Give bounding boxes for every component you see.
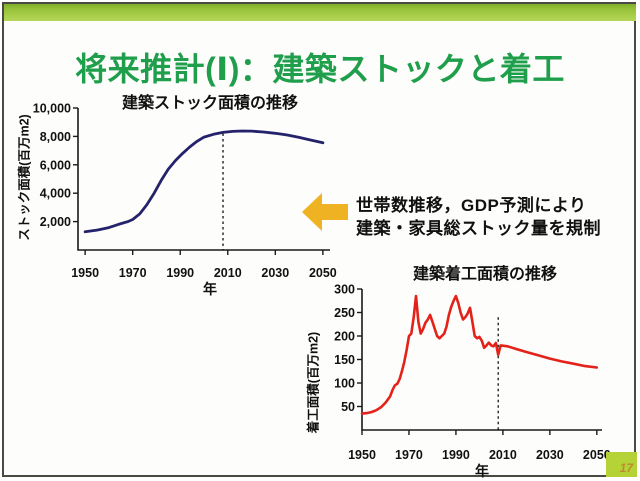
left-arrow-shape <box>302 193 348 231</box>
y-tick-label: 100 <box>334 377 355 391</box>
starts-chart-title: 建築着工面積の推移 <box>412 266 557 283</box>
x-tick-label: 1970 <box>395 448 423 462</box>
annotation-line-2: 建築・家具総ストック量を規制 <box>356 219 601 238</box>
x-tick-label: 2050 <box>309 266 337 280</box>
starts-chart: 50 100 150 200 250 300 1950 1970 1990 2010 2030 205… <box>334 283 611 463</box>
starts-chart-y-axis-label: 着工面積(百万m2) <box>306 331 321 434</box>
y-tick-label: 150 <box>334 353 355 367</box>
y-tick-label: 10,000 <box>33 102 71 116</box>
data-series-line <box>83 129 325 234</box>
data-series-line <box>360 294 599 415</box>
y-tick-label: 50 <box>341 400 355 414</box>
stock-chart-title: 建築ストック面積の推移 <box>121 95 298 112</box>
annotation-line-1: 世帯数推移，GDP予測により <box>356 196 587 215</box>
left-arrow-icon <box>302 193 348 231</box>
y-tick-label: 300 <box>334 283 355 297</box>
y-tick-label: 6,000 <box>40 158 71 172</box>
top-green-bar <box>4 4 636 21</box>
y-tick-label: 8,000 <box>40 130 71 144</box>
x-tick-label: 2050 <box>583 448 611 462</box>
stock-chart: 2,000 4,000 6,000 8,000 10,000 1950 1970 1990 20… <box>33 102 337 281</box>
axis-lines <box>77 108 330 251</box>
y-tick-label: 4,000 <box>40 187 71 201</box>
slide-border-frame <box>2 2 636 477</box>
y-tick-label: 250 <box>334 306 355 320</box>
x-tick-label: 1970 <box>119 266 147 280</box>
axis-lines <box>361 289 602 431</box>
x-tick-label: 2010 <box>489 448 517 462</box>
x-tick-label: 1990 <box>166 266 194 280</box>
x-tick-label: 1950 <box>348 448 376 462</box>
page-number-badge: 17 <box>606 452 637 477</box>
starts-chart-x-axis-label: 年 <box>475 463 489 479</box>
slide-title: 将来推計(Ⅰ)：建築ストックと着工 <box>75 51 565 87</box>
x-tick-label: 2010 <box>214 266 242 280</box>
y-tick-label: 200 <box>334 330 355 344</box>
x-tick-label: 1950 <box>71 266 99 280</box>
x-tick-label: 2030 <box>261 266 289 280</box>
stock-chart-x-axis-label: 年 <box>203 281 217 297</box>
y-tick-label: 2,000 <box>40 215 71 229</box>
x-tick-label: 2030 <box>536 448 564 462</box>
x-tick-label: 1990 <box>442 448 470 462</box>
